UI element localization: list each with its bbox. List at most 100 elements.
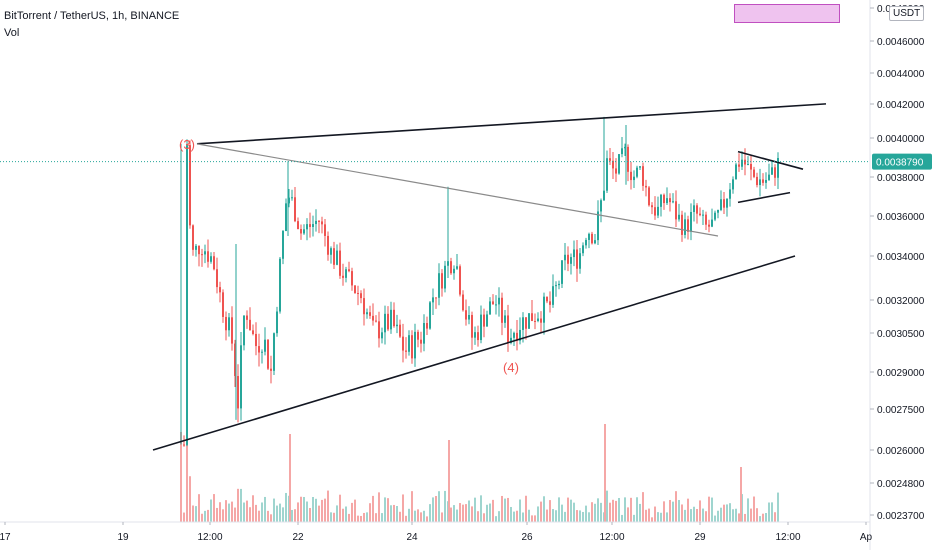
x-tick-label: 22	[292, 532, 304, 543]
candle-body	[375, 320, 377, 322]
last-price-label: 0.0038790	[876, 158, 924, 169]
trendlines[interactable]: (3) (4)	[152, 103, 827, 451]
candle-body	[747, 163, 749, 165]
y-tick-label: 0.0044000	[877, 69, 925, 80]
volume-bar	[285, 492, 287, 522]
candle-body	[294, 197, 296, 222]
candle-body	[570, 257, 572, 264]
volume-bar	[669, 499, 671, 522]
volume-bar	[207, 509, 209, 522]
x-tick-label: 12:00	[775, 532, 800, 543]
y-tick-label: 0.0026000	[877, 446, 925, 457]
descending-line[interactable]	[196, 143, 719, 237]
candle-body	[405, 350, 407, 352]
candle-body	[243, 315, 245, 346]
volume-bar	[318, 505, 320, 522]
volume-bar	[597, 498, 599, 522]
lower-trendline[interactable]	[152, 255, 796, 451]
volume-bar	[243, 502, 245, 522]
volume-bar	[369, 503, 371, 522]
volume-bar	[516, 510, 518, 522]
volume-bar	[567, 497, 569, 522]
candlesticks	[180, 116, 779, 447]
candle-body	[768, 174, 770, 180]
volume-bar	[420, 512, 422, 522]
volume-bar	[384, 497, 386, 522]
candle-body	[282, 231, 284, 259]
volume-bar	[717, 510, 719, 522]
volume-bar	[291, 509, 293, 522]
x-tick-label: 12:00	[197, 532, 222, 543]
candle-body	[666, 198, 668, 204]
volume-bar	[540, 501, 542, 522]
candle-body	[267, 339, 269, 369]
volume-bar	[663, 501, 665, 522]
candle-body	[648, 187, 650, 206]
candle-body	[234, 343, 236, 377]
volume-bar	[519, 499, 521, 522]
candle-body	[750, 163, 752, 170]
y-tick-label: 0.0042000	[877, 100, 925, 111]
candle-body	[192, 225, 194, 250]
volume-bar	[606, 490, 608, 522]
pennant-upper[interactable]	[737, 150, 804, 170]
candle-body	[396, 324, 398, 327]
candle-body	[525, 317, 527, 329]
volume-bar	[696, 509, 698, 522]
candle-body	[696, 205, 698, 214]
volume-bar	[267, 510, 269, 522]
candle-body	[534, 320, 536, 322]
volume-bar	[621, 514, 623, 522]
volume-bar	[345, 506, 347, 522]
volume-bar	[270, 514, 272, 522]
volume-bar	[231, 501, 233, 522]
candle-body	[495, 304, 497, 306]
y-tick-label: 0.0038000	[877, 173, 925, 184]
candle-body	[207, 251, 209, 262]
candle-body	[762, 179, 764, 183]
volume-bar	[531, 515, 533, 522]
candle-body	[348, 269, 350, 272]
candle-body	[738, 164, 740, 167]
candle-body	[513, 332, 515, 338]
volume-bar	[210, 499, 212, 522]
candle-body	[531, 313, 533, 321]
candle-body	[693, 205, 695, 212]
candle-body	[216, 269, 218, 288]
x-tick-label: 12:00	[599, 532, 624, 543]
volume-bar	[399, 511, 401, 522]
pennant-lower[interactable]	[737, 191, 791, 204]
candle-body	[444, 265, 446, 289]
candle-body	[657, 206, 659, 216]
x-tick-label: 24	[406, 532, 418, 543]
candle-body	[210, 256, 212, 262]
volume-bar	[201, 513, 203, 522]
candle-body	[345, 269, 347, 278]
volume-bar	[604, 424, 606, 522]
candle-body	[681, 214, 683, 235]
volume-bar	[426, 516, 428, 522]
volume-bar	[708, 496, 710, 522]
volume-bar	[300, 496, 302, 522]
volume-bar	[465, 504, 467, 522]
x-tick-label: Ap	[860, 532, 873, 543]
volume-bar	[546, 509, 548, 522]
candle-body	[720, 199, 722, 210]
candle-body	[222, 292, 224, 317]
candle-body	[354, 285, 356, 294]
candle-body	[729, 189, 731, 199]
volume-bar	[549, 500, 551, 522]
volume-bar	[366, 512, 368, 522]
currency-badge[interactable]: USDT	[889, 6, 925, 21]
volume-bar	[468, 500, 470, 522]
volume-bar	[441, 512, 443, 522]
volume-bar	[747, 498, 749, 522]
volume-bar	[738, 513, 740, 522]
upper-trendline[interactable]	[196, 103, 827, 145]
candle-body	[561, 260, 563, 284]
candle-body	[366, 312, 368, 315]
overlay-box[interactable]	[734, 4, 840, 23]
candle-body	[504, 315, 506, 323]
